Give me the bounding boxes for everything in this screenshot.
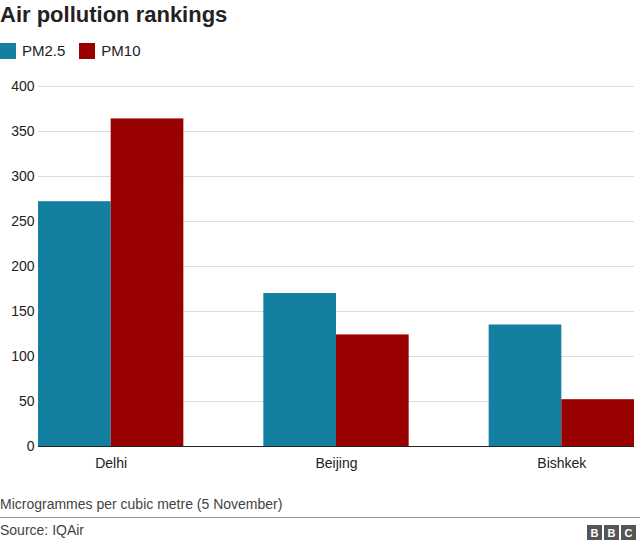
svg-text:50: 50 <box>19 393 35 409</box>
svg-text:200: 200 <box>11 258 35 274</box>
svg-text:Delhi: Delhi <box>95 455 127 471</box>
svg-text:100: 100 <box>11 348 35 364</box>
html-text:PM2.5: PM2.5 <box>22 42 66 59</box>
svg-text:0: 0 <box>27 438 35 454</box>
svg-text:Beijing: Beijing <box>315 455 357 471</box>
html-text:B: B <box>607 526 616 539</box>
html-text:C: C <box>624 526 633 539</box>
svg-text:400: 400 <box>11 78 35 94</box>
html-text:B: B <box>590 526 599 539</box>
svg-text:300: 300 <box>11 168 35 184</box>
svg-text:350: 350 <box>11 123 35 139</box>
svg-text:150: 150 <box>11 303 35 319</box>
html-text:Source: IQAir: Source: IQAir <box>0 522 84 538</box>
html-text:Air pollution rankings: Air pollution rankings <box>0 2 228 27</box>
svg-text:Bishkek: Bishkek <box>537 455 587 471</box>
html-text:Microgrammes per cubic metre (: Microgrammes per cubic metre (5 November… <box>0 496 283 512</box>
html-text:PM10: PM10 <box>101 42 141 59</box>
svg-text:250: 250 <box>11 213 35 229</box>
